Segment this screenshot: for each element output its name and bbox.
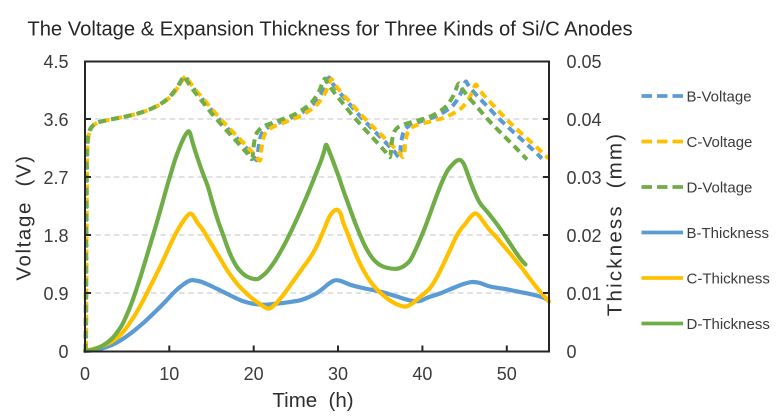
svg-text:The Voltage & Expansion Thickn: The Voltage & Expansion Thickness for Th… — [27, 19, 632, 41]
svg-text:0: 0 — [567, 342, 577, 362]
svg-text:0.02: 0.02 — [567, 226, 602, 246]
svg-text:D-Thickness: D-Thickness — [687, 316, 770, 333]
svg-text:B-Voltage: B-Voltage — [687, 89, 752, 106]
svg-text:0.9: 0.9 — [43, 284, 68, 304]
svg-text:0.03: 0.03 — [567, 168, 602, 188]
svg-text:0.04: 0.04 — [567, 110, 602, 130]
svg-text:50: 50 — [497, 364, 517, 384]
svg-text:2.7: 2.7 — [43, 168, 68, 188]
svg-text:0: 0 — [58, 342, 68, 362]
svg-text:Time (h): Time (h) — [272, 389, 353, 412]
svg-text:1.8: 1.8 — [43, 226, 68, 246]
svg-text:0.05: 0.05 — [567, 52, 602, 72]
svg-text:4.5: 4.5 — [43, 52, 68, 72]
svg-text:30: 30 — [328, 364, 348, 384]
svg-text:Voltage (V): Voltage (V) — [13, 154, 36, 280]
svg-text:C-Thickness: C-Thickness — [687, 271, 770, 288]
svg-text:D-Voltage: D-Voltage — [687, 180, 753, 197]
svg-text:40: 40 — [412, 364, 432, 384]
svg-text:B-Thickness: B-Thickness — [687, 225, 770, 242]
svg-text:Thickness (mm): Thickness (mm) — [604, 132, 627, 316]
svg-text:3.6: 3.6 — [43, 110, 68, 130]
svg-text:0: 0 — [80, 364, 90, 384]
svg-text:C-Voltage: C-Voltage — [687, 134, 753, 151]
svg-text:20: 20 — [244, 364, 264, 384]
svg-text:10: 10 — [159, 364, 179, 384]
svg-text:0.01: 0.01 — [567, 284, 602, 304]
